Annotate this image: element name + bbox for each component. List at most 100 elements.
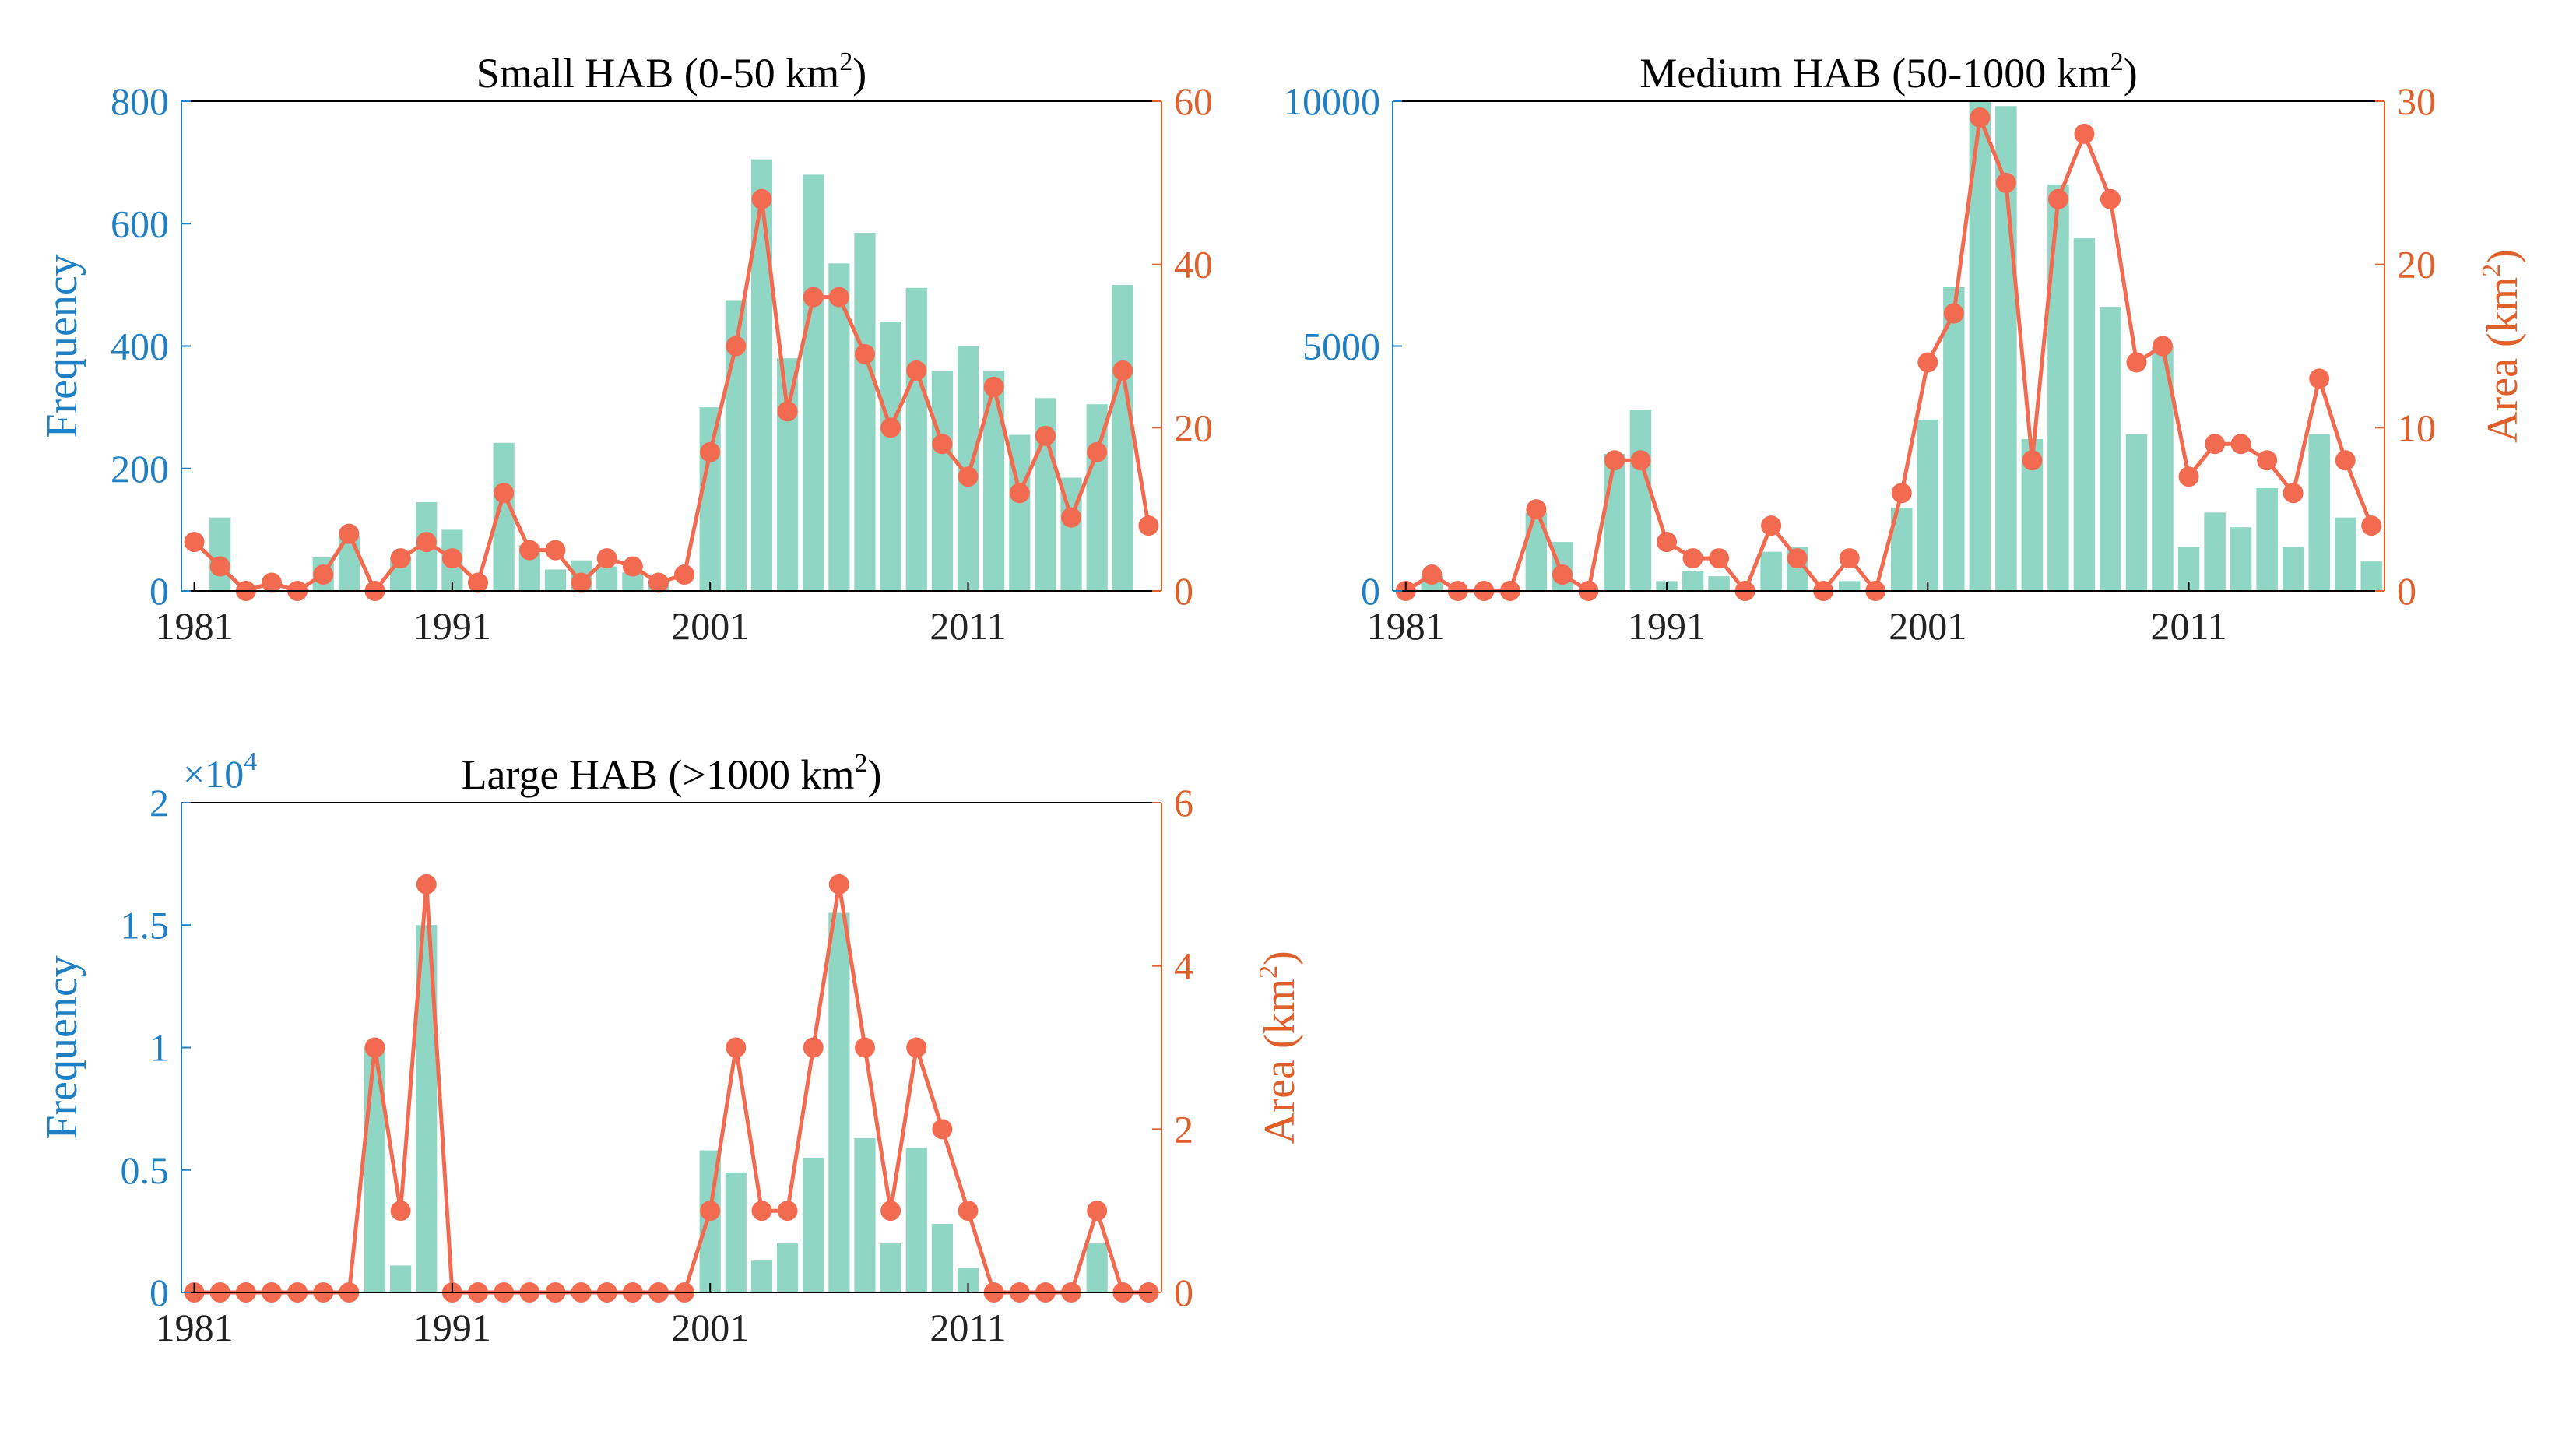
bar-2001 [1917,419,1939,591]
chart-panel-3: 1981 1991 2001 2011 0 0.5 1 1.5 2 0 2 4 6 Large HAB (… [38,747,1304,1349]
area-point-1999 [648,572,669,593]
bar-2007 [854,1137,876,1292]
bar-2010 [931,370,953,591]
area-point-1988 [364,1037,385,1058]
right-y-tick-label: 40 [1174,243,1213,287]
area-point-1995 [545,540,566,561]
frequency-bars [1421,101,2382,592]
bar-2005 [803,174,824,592]
bar-2002 [1943,287,1965,591]
area-point-1998 [1839,548,1860,569]
chart-title-tail: ) [867,751,881,798]
bar-1995 [1760,551,1782,591]
bar-2017 [1112,284,1133,591]
bar-1989 [390,1265,412,1292]
area-point-1987 [339,523,360,544]
area-point-2004 [777,1201,798,1222]
left-y-exponent-text: ×10 [183,752,244,796]
x-tick-label: 1991 [413,1306,491,1349]
bar-2012 [2204,512,2226,591]
area-point-1986 [313,564,334,585]
x-tick-label: 1981 [1367,604,1445,648]
x-tick-label: 2011 [2150,604,2226,648]
left-y-tick-label: 200 [111,447,169,490]
bar-2003 [750,159,773,592]
bar-1998 [622,572,644,591]
bar-2016 [1086,1243,1108,1292]
bar-2017 [2334,517,2356,591]
chart-title-tail: ) [852,50,866,97]
area-point-1996 [1787,548,1808,569]
right-y-tick-label: 20 [2397,243,2436,287]
bar-2013 [2230,527,2252,591]
chart-title-tail: ) [2124,50,2138,97]
left-y-tick-label: 0.5 [121,1148,170,1192]
area-point-1990 [416,874,437,895]
area-point-2017 [2335,450,2356,471]
bar-1993 [1708,576,1730,591]
right-y-tick-label: 10 [2397,406,2436,449]
area-point-2010 [932,1119,953,1140]
area-point-1993 [1709,548,1730,569]
right-y-axis-label-text: Area (km [2479,277,2527,443]
area-point-2006 [2047,188,2068,209]
area-point-2018 [1138,515,1159,536]
area-point-2000 [674,564,695,585]
area-point-2004 [777,401,798,422]
area-point-2008 [880,417,901,438]
chart-title-text: Medium HAB (50-1000 km [1639,50,2110,97]
area-point-2014 [2257,450,2278,471]
area-point-2006 [828,874,849,895]
left-y-tick-label: 0 [1361,569,1380,613]
left-y-exponent-superscript: 4 [244,747,257,776]
chart-title: Large HAB (>1000 km2) [462,749,882,798]
frequency-bars [364,912,1108,1292]
left-y-tick-label: 1.5 [121,903,170,947]
chart-title-text: Small HAB (0-50 km [476,50,840,97]
bar-2004 [777,358,799,591]
left-y-axis-label: Frequency [38,254,86,438]
right-y-tick-label: 6 [1174,781,1193,824]
right-y-axis-label: Area (km2) [1254,951,1304,1144]
right-y-tick-label: 60 [1174,79,1213,123]
area-point-1992 [1682,548,1703,569]
area-point-2002 [726,336,747,357]
right-y-axis-label-tail: ) [1256,951,1304,965]
area-point-2007 [2074,123,2095,144]
area-point-2013 [2230,434,2251,455]
bar-2012 [983,370,1005,591]
left-y-tick-label: 2 [149,781,169,824]
right-y-axis-label-superscript: 2 [2477,264,2506,277]
left-y-exponent: ×104 [183,747,257,796]
area-point-2005 [2022,450,2043,471]
bar-2008 [880,1243,901,1292]
right-y-tick-label: 0 [1174,569,1193,613]
right-y-axis-label-superscript: 2 [1254,965,1283,979]
area-point-1992 [468,572,489,593]
chart-title-superscript: 2 [854,749,867,778]
left-y-tick-label: 5000 [1302,325,1380,368]
area-point-1986 [1526,499,1547,520]
area-point-2002 [726,1037,747,1058]
bar-1982 [209,517,231,591]
bar-2007 [854,233,876,591]
bar-2015 [2282,547,2304,591]
left-y-tick-label: 0 [149,569,169,613]
area-point-1982 [1422,564,1443,585]
area-point-2007 [854,343,875,364]
right-y-tick-label: 0 [2397,569,2416,613]
area-point-1989 [390,548,411,569]
bar-2008 [2100,307,2121,591]
area-point-1987 [1552,564,1573,585]
left-y-tick-label: 400 [111,325,169,368]
area-series-line [1404,110,2374,596]
right-y-tick-label: 4 [1174,944,1193,988]
area-point-2006 [828,287,849,308]
left-y-tick-label: 10000 [1283,79,1380,123]
area-point-1989 [1604,450,1625,471]
x-tick-label: 2011 [930,1306,1006,1349]
right-y-tick-label: 0 [1174,1271,1193,1314]
bar-2009 [905,1148,927,1292]
area-point-2012 [983,376,1004,397]
